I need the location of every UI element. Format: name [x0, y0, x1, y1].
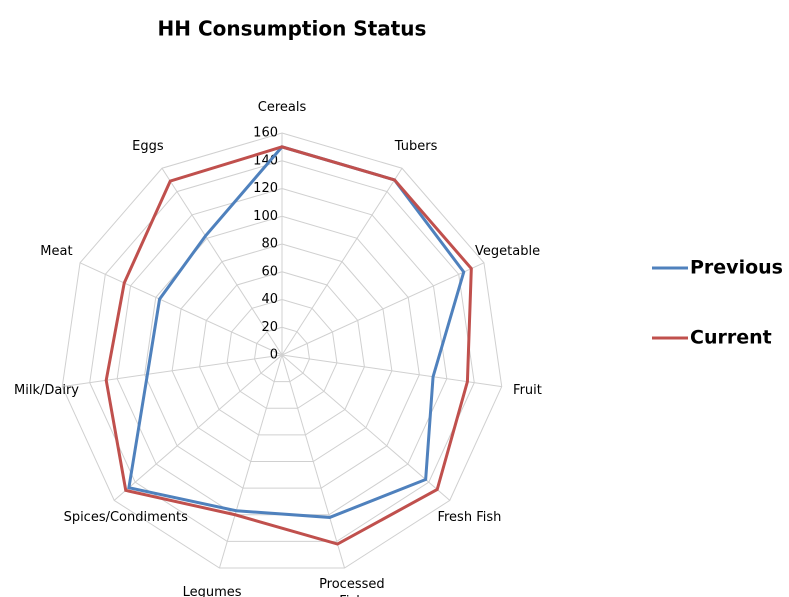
grid-ring [89, 160, 475, 542]
spoke [281, 354, 346, 569]
category-label: Fruit [513, 382, 542, 398]
y-tick-label: 20 [261, 320, 278, 335]
series-line [104, 145, 473, 546]
category-label: Tubers [394, 138, 438, 154]
spoke [281, 262, 485, 356]
category-label: Milk/Dairy [14, 382, 79, 398]
category-label: Fresh Fish [437, 509, 502, 525]
spoke [281, 354, 502, 388]
y-tick-label: 160 [253, 126, 278, 141]
y-tick-label: 40 [261, 292, 278, 307]
y-tick-label: 60 [261, 264, 278, 279]
grid-ring [171, 243, 393, 463]
spoke [62, 354, 283, 388]
y-tick-label: 120 [253, 181, 278, 196]
category-label: Meat [40, 244, 73, 260]
y-tick-label: 100 [253, 209, 278, 224]
y-tick-label: 80 [261, 237, 278, 252]
category-label: Cereals [257, 99, 307, 115]
category-label: Eggs [132, 138, 164, 154]
spoke [281, 167, 403, 356]
grid-ring [61, 132, 503, 569]
chart-title: HH Consumption Status [158, 17, 427, 41]
category-label: Vegetable [475, 244, 541, 260]
spoke [79, 262, 283, 356]
spoke [161, 167, 283, 356]
category-label: Legumes [182, 585, 242, 597]
category-label: Spices/Condiments [63, 509, 188, 525]
grid-ring [226, 298, 338, 409]
legend-label: Current [690, 327, 772, 349]
grid-ring [199, 271, 365, 436]
category-label: Processed Fish [319, 576, 385, 597]
y-tick-label: 0 [270, 348, 278, 363]
grid-ring [144, 215, 420, 489]
legend-label: Previous [690, 257, 783, 279]
series-line [127, 145, 466, 519]
grid-ring [254, 326, 310, 383]
spoke [281, 354, 451, 501]
spoke [113, 354, 283, 501]
spoke [218, 354, 283, 569]
